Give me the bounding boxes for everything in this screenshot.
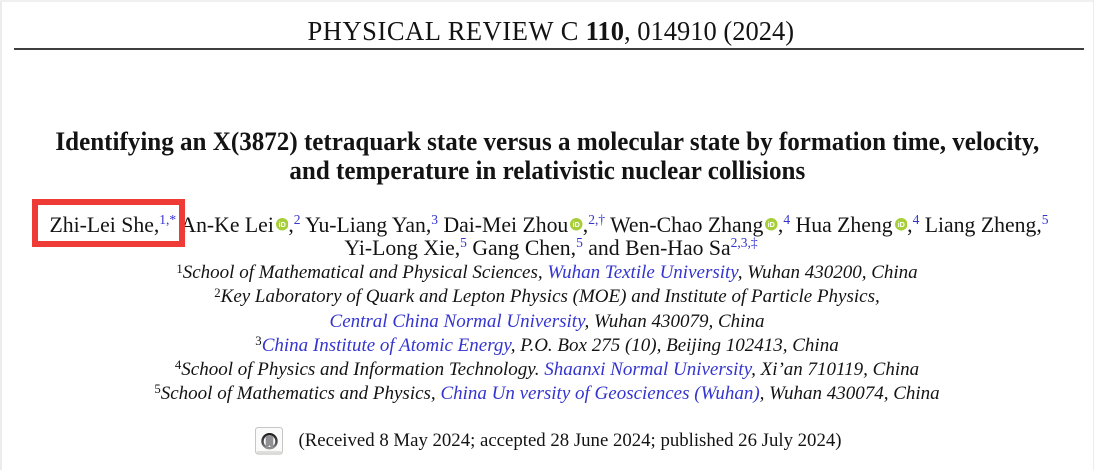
svg-text:iD: iD	[897, 220, 904, 229]
svg-text:iD: iD	[279, 220, 286, 229]
svg-text:iD: iD	[768, 220, 775, 229]
svg-text:iD: iD	[573, 220, 580, 229]
